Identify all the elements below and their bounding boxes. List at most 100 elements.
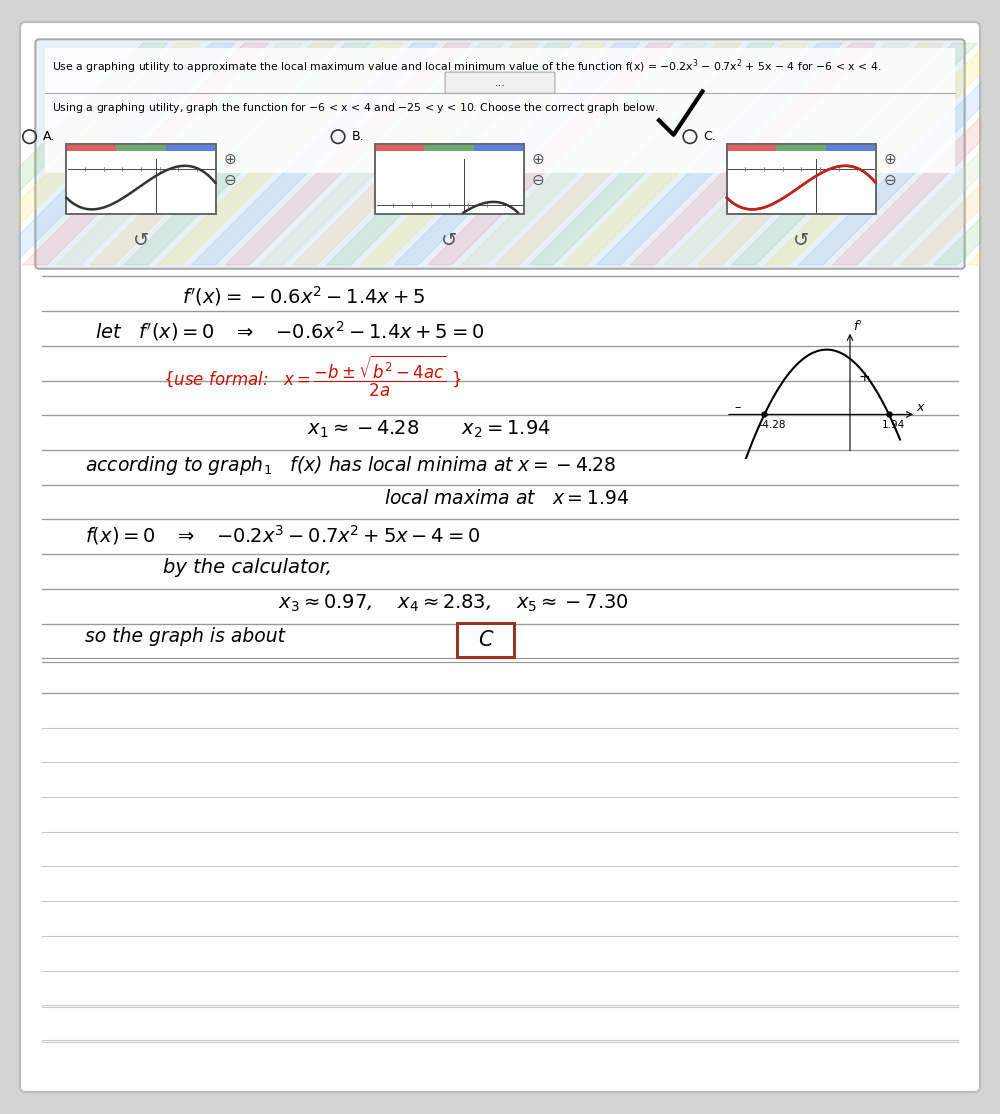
Bar (66, 145, 216, 214)
Text: auth: auth (102, 811, 165, 838)
Text: auth: auth (343, 174, 406, 202)
Polygon shape (124, 43, 370, 265)
Text: –: – (734, 401, 740, 414)
Polygon shape (698, 43, 943, 265)
Text: ↺: ↺ (793, 232, 809, 251)
Text: –4.28: –4.28 (758, 420, 786, 430)
Text: auth: auth (825, 387, 888, 413)
Polygon shape (0, 43, 235, 265)
Polygon shape (428, 43, 674, 265)
Polygon shape (293, 43, 539, 265)
Text: auth: auth (102, 1042, 165, 1069)
Text: auth: auth (825, 704, 888, 732)
Bar (375, 145, 524, 214)
Text: auth: auth (584, 174, 647, 202)
Text: auth: auth (343, 917, 406, 944)
Text: auth: auth (102, 68, 165, 96)
Text: ⊖: ⊖ (223, 174, 236, 188)
Text: auth: auth (343, 492, 406, 519)
Text: auth: auth (343, 598, 406, 625)
Text: auth: auth (343, 387, 406, 413)
FancyBboxPatch shape (35, 39, 965, 268)
Text: auth: auth (825, 811, 888, 838)
Text: auth: auth (584, 68, 647, 96)
Polygon shape (630, 43, 876, 265)
Polygon shape (394, 43, 640, 265)
Text: auth: auth (102, 492, 165, 519)
Text: Use a graphing utility to approximate the local maximum value and local minimum : Use a graphing utility to approximate th… (52, 58, 881, 76)
Polygon shape (360, 43, 606, 265)
Text: let   $f'(x) = 0$   $\Rightarrow$   $-0.6x^2 - 1.4x + 5 = 0$: let $f'(x) = 0$ $\Rightarrow$ $-0.6x^2 -… (95, 319, 484, 343)
Text: auth: auth (102, 917, 165, 944)
Bar (727, 145, 777, 150)
FancyBboxPatch shape (20, 22, 980, 1092)
Bar (474, 145, 525, 150)
Polygon shape (833, 43, 1000, 265)
Text: auth: auth (584, 917, 647, 944)
Polygon shape (664, 43, 910, 265)
Bar (375, 145, 524, 214)
Bar (457, 623, 514, 657)
Text: ↺: ↺ (441, 232, 458, 251)
Bar (424, 145, 475, 150)
Polygon shape (57, 43, 302, 265)
Text: according to graph$_1$   f(x) has local minima at $x=-4.28$: according to graph$_1$ f(x) has local mi… (85, 453, 617, 477)
Text: auth: auth (102, 281, 165, 307)
Bar (45, 48, 955, 174)
Text: auth: auth (343, 68, 406, 96)
Text: ⊕: ⊕ (532, 153, 545, 167)
Bar (776, 145, 827, 150)
Polygon shape (731, 43, 977, 265)
Text: auth: auth (584, 492, 647, 519)
Text: ⊕: ⊕ (223, 153, 236, 167)
Polygon shape (765, 43, 1000, 265)
Text: auth: auth (102, 598, 165, 625)
Text: auth: auth (102, 174, 165, 202)
Text: auth: auth (343, 704, 406, 732)
Text: auth: auth (102, 1023, 165, 1049)
Text: auth: auth (584, 1042, 647, 1069)
Polygon shape (23, 43, 269, 265)
Text: $f'$: $f'$ (853, 320, 863, 334)
Text: local maxima at   $x = 1.94$: local maxima at $x = 1.94$ (384, 489, 629, 508)
Text: $\{$use formal:   $x = \dfrac{-b \pm \sqrt{b^2-4ac}}{2a}$ $\}$: $\{$use formal: $x = \dfrac{-b \pm \sqrt… (163, 353, 462, 399)
Polygon shape (968, 43, 1000, 265)
Text: auth: auth (825, 174, 888, 202)
Text: auth: auth (825, 917, 888, 944)
Text: x: x (916, 401, 923, 414)
Polygon shape (192, 43, 437, 265)
Polygon shape (0, 43, 201, 265)
Polygon shape (259, 43, 505, 265)
Text: $f'(x) = -0.6x^2 - 1.4x + 5$: $f'(x) = -0.6x^2 - 1.4x + 5$ (182, 284, 425, 309)
Bar (116, 145, 166, 150)
Polygon shape (596, 43, 842, 265)
Text: A.: A. (43, 130, 55, 144)
Text: ...: ... (495, 78, 505, 88)
Bar (826, 145, 876, 150)
Polygon shape (900, 43, 1000, 265)
Bar (66, 145, 116, 150)
Polygon shape (799, 43, 1000, 265)
Text: $x_1 \approx -4.28$       $x_2 = 1.94$: $x_1 \approx -4.28$ $x_2 = 1.94$ (307, 419, 551, 440)
Text: 1.94: 1.94 (882, 420, 905, 430)
Polygon shape (326, 43, 572, 265)
Text: auth: auth (825, 68, 888, 96)
Polygon shape (529, 43, 775, 265)
Text: auth: auth (102, 387, 165, 413)
Text: auth: auth (584, 1023, 647, 1049)
Polygon shape (225, 43, 471, 265)
Text: auth: auth (584, 281, 647, 307)
Text: auth: auth (584, 598, 647, 625)
Text: so the graph is about: so the graph is about (85, 627, 285, 646)
Text: auth: auth (343, 1042, 406, 1069)
Text: C: C (478, 629, 493, 649)
Text: auth: auth (825, 492, 888, 519)
Text: ⊖: ⊖ (884, 174, 896, 188)
Text: auth: auth (584, 811, 647, 838)
Polygon shape (934, 43, 1000, 265)
Polygon shape (866, 43, 1000, 265)
Text: auth: auth (102, 704, 165, 732)
Text: auth: auth (584, 704, 647, 732)
Text: auth: auth (825, 1023, 888, 1049)
Bar (375, 145, 425, 150)
